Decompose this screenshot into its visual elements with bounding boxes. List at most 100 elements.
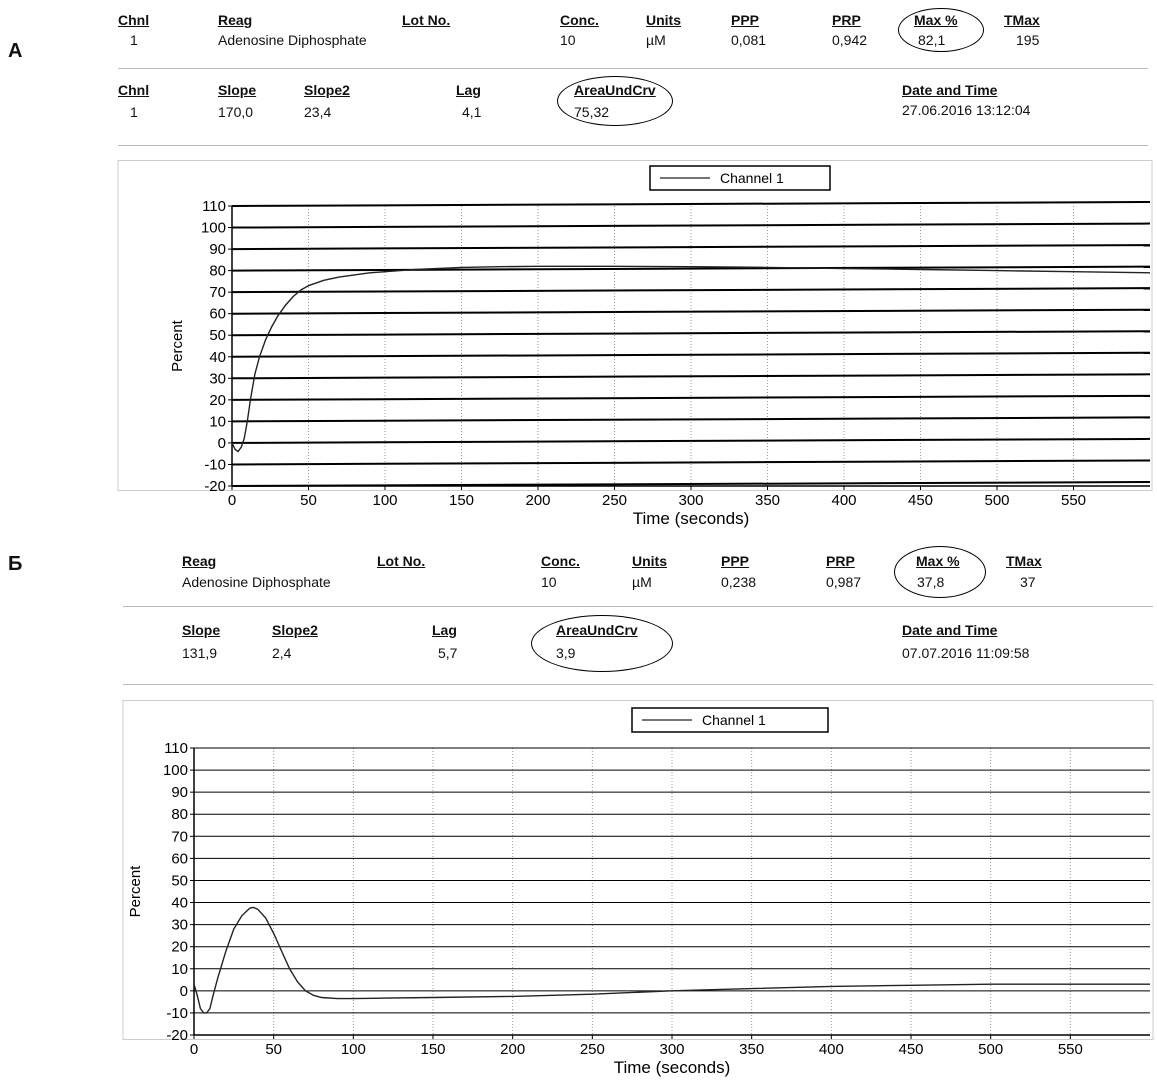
x-tick-label: 250 [580,1041,605,1058]
y-tick-label: 100 [163,762,188,779]
series-line-channel-1 [193,906,1150,1014]
divider [118,68,1148,69]
ppp-header: PPP [721,553,750,569]
max-highlight-circle [898,8,984,52]
y-tick-label: 20 [209,392,226,409]
ppp-value: 0,238 [721,574,757,590]
y-tick-label: 10 [209,413,226,430]
y-tick-label: 0 [218,435,226,452]
y-tick-label: -10 [204,456,226,473]
units-header: Units [632,553,667,569]
y-tick-label: -10 [166,1005,188,1022]
units-value: µM [646,32,666,48]
x-tick-label: 150 [449,492,474,509]
grid-line-horizontal [231,351,1151,358]
tmax-value: 37 [1020,574,1036,590]
y-tick-label: 40 [209,349,226,366]
prp-header: PRP [832,12,861,28]
series-line-channel-1 [231,265,1151,453]
tmax-value: 195 [1016,32,1040,48]
y-tick-label: 30 [171,917,188,934]
x-tick-label: 350 [739,1041,764,1058]
prp-value: 0,987 [826,574,862,590]
x-tick-label: 250 [602,492,627,509]
reag-value: Adenosine Diphosphate [182,574,331,590]
slope2-value: 2,4 [272,645,292,661]
grid-line-horizontal [231,265,1151,272]
grid-line-horizontal [231,459,1151,466]
grid-line-horizontal [231,201,1151,207]
y-tick-label: 50 [209,327,226,344]
x-tick-label: 400 [831,492,856,509]
lag-header: Lag [456,82,481,98]
grid-line-horizontal [231,394,1151,401]
x-tick-label: 550 [1061,492,1086,509]
y-axis-label: Percent [127,865,144,918]
y-tick-label: 90 [171,784,188,801]
tmax-header: TMax [1006,553,1042,569]
reag-value: Adenosine Diphosphate [218,32,367,48]
datetime-header: Date and Time [902,622,998,638]
y-tick-label: 20 [171,939,188,956]
y-tick-label: 10 [171,961,188,978]
chnl-value: 1 [130,32,138,48]
slope-value: 131,9 [182,645,218,661]
y-tick-label: 60 [171,850,188,867]
auc-highlight-circle [557,76,673,126]
legend-label: Channel 1 [720,170,784,186]
datetime-value: 27.06.2016 13:12:04 [902,102,1031,118]
lag-value: 4,1 [462,104,482,120]
grid-line-horizontal [231,222,1151,229]
y-axis-label: Percent [169,319,186,372]
x-tick-label: 300 [659,1041,684,1058]
prp-value: 0,942 [832,32,868,48]
x-tick-label: 0 [228,492,236,509]
y-tick-label: 80 [209,263,226,280]
legend-label: Channel 1 [702,712,766,728]
units-header: Units [646,12,681,28]
grid-line-horizontal [231,287,1151,294]
datetime-header: Date and Time [902,82,998,98]
units-value: µM [632,574,652,590]
x-tick-label: 50 [265,1041,282,1058]
chnl-header: Chnl [118,12,150,28]
slope2-value: 23,4 [304,104,332,120]
grid-line-horizontal [231,416,1151,423]
x-tick-label: 100 [372,492,397,509]
x-tick-label: 550 [1058,1041,1083,1058]
x-tick-label: 150 [420,1041,445,1058]
chnl2-header: Chnl [118,82,150,98]
y-tick-label: -20 [166,1027,188,1044]
chnl2-value: 1 [130,104,138,120]
slope-header: Slope [218,82,257,98]
chart-frame [117,160,1153,491]
slope-value: 170,0 [218,104,254,120]
y-tick-label: 30 [209,370,226,387]
panel-letter-a: А [8,40,23,62]
x-axis-label: Time (seconds) [633,509,750,528]
y-tick-label: 60 [209,306,226,323]
y-tick-label: 70 [209,284,226,301]
y-tick-label: 70 [171,828,188,845]
slope2-header: Slope2 [272,622,318,638]
divider [123,606,1153,607]
grid-line-horizontal [231,330,1151,337]
y-tick-label: -20 [204,478,226,495]
panel-letter-b: Б [8,553,23,575]
grid-line-horizontal [231,373,1151,380]
y-tick-label: 110 [202,198,226,215]
x-tick-label: 450 [908,492,933,509]
lag-header: Lag [432,622,457,638]
lot-header: Lot No. [402,12,451,28]
max-highlight-circle [894,546,986,598]
grid-line-horizontal [231,244,1151,251]
conc-value: 10 [560,32,576,48]
x-tick-label: 400 [819,1041,844,1058]
conc-value: 10 [541,574,557,590]
lot-header: Lot No. [377,553,426,569]
x-tick-label: 300 [678,492,703,509]
y-tick-label: 110 [164,740,188,757]
x-tick-label: 50 [300,492,317,509]
y-tick-label: 100 [201,220,226,237]
x-tick-label: 0 [190,1041,198,1058]
